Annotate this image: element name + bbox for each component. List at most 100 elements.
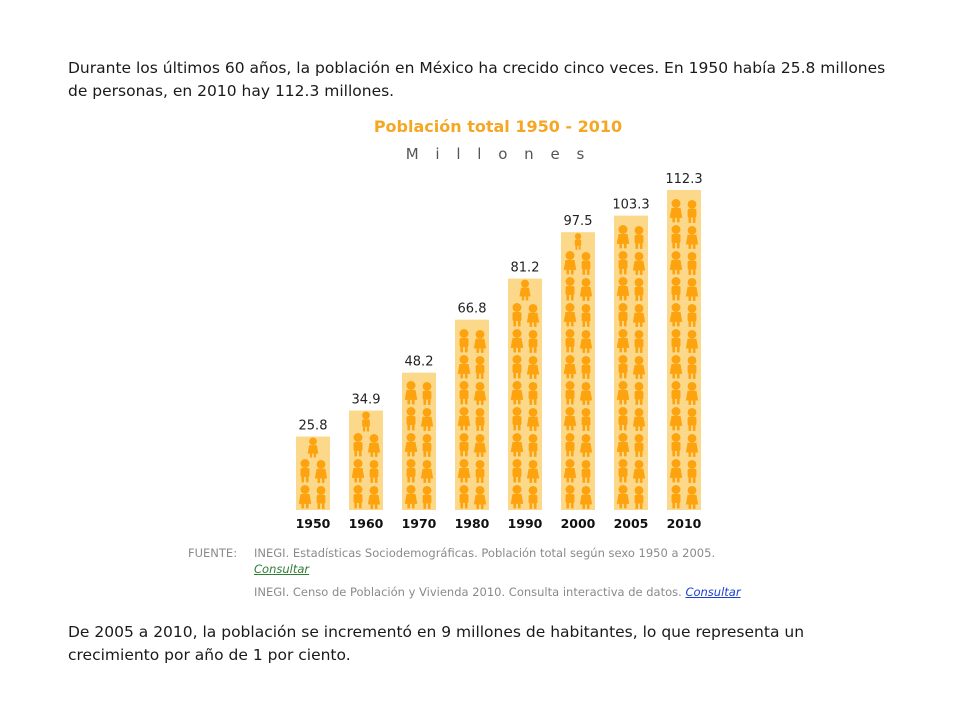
person-figure — [634, 330, 644, 353]
person-figure — [565, 433, 575, 457]
person-figure — [457, 355, 471, 379]
person-figure — [565, 277, 575, 301]
person-figure — [422, 434, 432, 457]
person-figure — [528, 382, 538, 405]
person-figure — [632, 460, 646, 483]
person-figure — [510, 329, 524, 353]
person-figure — [581, 304, 591, 327]
person-figure — [685, 226, 699, 249]
person-figure — [565, 329, 575, 353]
person-figure — [475, 408, 485, 431]
category-label-1960: 1960 — [349, 516, 384, 531]
consultar-link-2[interactable]: Consultar — [685, 585, 741, 599]
bar-group: 66.8 1980 — [455, 302, 490, 531]
data-label-1990: 81.2 — [511, 261, 540, 276]
person-figure — [579, 434, 593, 457]
data-label-1960: 34.9 — [352, 393, 381, 408]
person-figure — [353, 485, 363, 509]
source-link-row-1: Consultar — [254, 561, 309, 577]
person-figure — [634, 278, 644, 301]
person-figure — [669, 407, 683, 431]
person-figure — [565, 485, 575, 509]
person-figure — [685, 434, 699, 457]
person-figure — [519, 279, 531, 301]
person-figure — [632, 252, 646, 275]
person-figure — [687, 304, 697, 327]
person-figure — [459, 433, 469, 457]
person-figure — [687, 408, 697, 431]
person-figure — [307, 437, 319, 458]
person-figure — [404, 433, 418, 457]
data-label-1970: 48.2 — [405, 355, 434, 370]
person-figure — [528, 486, 538, 509]
person-figure — [367, 486, 381, 509]
category-label-1950: 1950 — [296, 516, 331, 531]
person-figure — [685, 486, 699, 509]
person-figure — [618, 303, 628, 327]
person-figure — [669, 459, 683, 483]
population-bar-chart: 25.8 1950 34.9 1960 48.2 1970 66.8 1980 81.2 1990… — [296, 172, 703, 531]
person-figure — [351, 459, 365, 483]
person-figure — [579, 382, 593, 405]
data-label-2005: 103.3 — [612, 198, 649, 213]
bar-group: 25.8 1950 — [296, 418, 331, 531]
person-figure — [475, 356, 485, 379]
person-figure — [671, 485, 681, 509]
person-figure — [563, 251, 577, 275]
category-label-1970: 1970 — [402, 516, 437, 531]
person-figure — [618, 355, 628, 379]
person-figure — [367, 434, 381, 457]
person-figure — [616, 485, 630, 509]
person-figure — [404, 485, 418, 509]
category-label-2000: 2000 — [561, 516, 596, 531]
person-figure — [316, 486, 326, 509]
person-figure — [616, 381, 630, 405]
person-figure — [406, 407, 416, 431]
person-figure — [574, 233, 582, 250]
person-figure — [671, 433, 681, 457]
person-figure — [512, 459, 522, 483]
person-figure — [314, 460, 328, 483]
person-figure — [616, 329, 630, 353]
data-label-2000: 97.5 — [564, 214, 593, 229]
chart-title: Población total 1950 - 2010 — [373, 117, 623, 136]
person-figure — [671, 381, 681, 405]
person-figure — [369, 460, 379, 483]
person-figure — [669, 251, 683, 275]
person-figure — [685, 278, 699, 301]
person-figure — [526, 408, 540, 431]
person-figure — [685, 330, 699, 353]
bar-group: 103.3 2005 — [612, 198, 649, 531]
person-figure — [671, 225, 681, 249]
person-figure — [581, 252, 591, 275]
person-figure — [298, 485, 312, 509]
person-figure — [526, 356, 540, 379]
person-figure — [422, 382, 432, 405]
person-figure — [473, 434, 487, 457]
person-figure — [473, 486, 487, 509]
person-figure — [616, 225, 630, 249]
person-figure — [362, 411, 370, 432]
person-figure — [457, 459, 471, 483]
source-text-2: INEGI. Censo de Población y Vivienda 201… — [254, 585, 682, 599]
source-text-1: INEGI. Estadísticas Sociodemográficas. P… — [254, 546, 716, 560]
person-figure — [632, 356, 646, 379]
intro-paragraph: Durante los últimos 60 años, la població… — [68, 59, 886, 100]
person-figure — [632, 408, 646, 431]
person-figure — [563, 303, 577, 327]
source-label: FUENTE: — [188, 546, 238, 560]
person-figure — [510, 433, 524, 457]
person-figure — [579, 278, 593, 301]
person-figure — [563, 459, 577, 483]
person-figure — [671, 329, 681, 353]
person-figure — [300, 459, 310, 483]
category-label-1980: 1980 — [455, 516, 490, 531]
consultar-link-1[interactable]: Consultar — [254, 562, 310, 576]
source-line-2: INEGI. Censo de Población y Vivienda 201… — [254, 584, 741, 600]
person-figure — [687, 200, 697, 223]
bar-group: 112.3 2010 — [665, 172, 702, 531]
person-figure — [618, 459, 628, 483]
person-figure — [581, 460, 591, 483]
person-figure — [510, 485, 524, 509]
person-figure — [563, 355, 577, 379]
